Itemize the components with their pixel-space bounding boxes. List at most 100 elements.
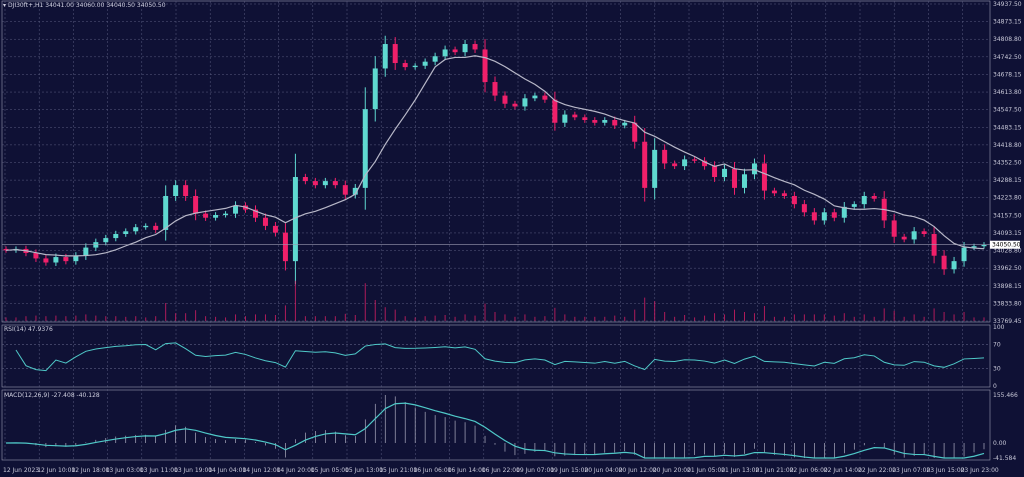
bear-candle [781,193,787,197]
bear-candle [312,181,318,186]
bull-candle [951,261,957,270]
bear-candle [642,141,648,188]
x-tick-label: 20 Jun 20:00 [653,467,691,474]
bear-candle [612,120,618,126]
bull-candle [432,56,438,62]
bull-candle [981,244,987,247]
time-axis [0,461,1024,477]
x-tick-label: 12 Jun 18:00 [71,467,109,474]
x-tick-label: 23 Jun 23:00 [961,467,999,474]
bear-candle [921,231,927,235]
x-tick-label: 19 Jun 15:00 [550,467,588,474]
bull-candle [292,177,298,262]
bear-candle [712,166,718,178]
x-tick-label: 13 Jun 11:00 [140,467,178,474]
bear-candle [63,257,69,262]
bull-candle [113,234,119,239]
bull-candle [103,238,109,243]
ohlc-readout: 34041.00 34060.00 34040.50 34050.50 [45,2,166,9]
y-tick-label: 34742.50 [993,54,1022,61]
x-tick-label: 21 Jun 05:00 [687,467,725,474]
bull-candle [861,196,867,205]
bull-candle [971,246,977,248]
bear-candle [282,232,288,262]
x-tick-label: 16 Jun 22:00 [482,467,520,474]
y-tick-label: 34288.15 [993,177,1022,184]
bear-candle [183,185,189,197]
main-panel [1,0,991,323]
bull-candle [223,213,229,216]
bear-candle [153,225,159,230]
bull-candle [352,187,358,195]
bear-candle [791,196,797,205]
macd-level-label: 0.00 [993,440,1007,447]
chart-header: ▾ DJI30ft+,H1 34041.00 34060.00 34040.50… [3,2,166,9]
bull-candle [372,68,378,110]
bear-candle [332,181,338,186]
x-tick-label: 22 Jun 14:00 [824,467,862,474]
bull-candle [652,149,658,188]
bear-candle [482,49,488,83]
bear-candle [392,44,398,64]
bear-candle [632,122,638,142]
bear-candle [901,236,907,240]
current-price-label: 34050.50 [992,242,1021,249]
bull-candle [362,109,368,188]
x-tick-label: 22 Jun 06:00 [790,467,828,474]
x-tick-label: 20 Jun 12:00 [619,467,657,474]
bear-candle [732,168,738,188]
y-tick-label: 33962.50 [993,265,1022,272]
bull-candle [622,122,628,126]
bull-candle [751,163,757,175]
bull-candle [462,44,468,53]
bear-candle [891,220,897,237]
x-tick-label: 23 Jun 15:00 [926,467,964,474]
bull-candle [123,231,129,235]
bear-candle [572,114,578,118]
bull-candle [841,206,847,218]
bull-candle [422,61,428,66]
bear-candle [342,185,348,195]
x-tick-label: 15 Jun 13:00 [345,467,383,474]
macd-level-label: -41.584 [993,455,1016,462]
bull-candle [961,247,967,262]
bull-candle [322,181,328,186]
bear-candle [582,117,588,121]
x-tick-label: 16 Jun 14:00 [448,467,486,474]
bear-candle [402,63,408,68]
bull-candle [562,114,568,123]
x-tick-label: 12 Jun 2023 [3,467,39,474]
bull-candle [233,205,239,214]
bear-candle [452,49,458,53]
x-tick-label: 15 Jun 21:00 [379,467,417,474]
macd-signal-line [5,402,985,459]
bull-candle [911,231,917,240]
bear-candle [542,95,548,100]
bear-candle [3,248,9,251]
bull-candle [53,257,59,263]
bull-candle [73,255,79,262]
bull-candle [682,159,688,167]
bear-candle [552,99,558,123]
bear-candle [43,258,49,263]
y-tick-label: 34157.50 [993,212,1022,219]
x-tick-label: 13 Jun 19:00 [174,467,212,474]
y-tick-label: 34223.80 [993,195,1022,202]
y-tick-label: 33833.80 [993,300,1022,307]
rsi-line [15,342,985,372]
collapse-arrow-icon[interactable]: ▾ [3,2,7,9]
moving-average-line [5,55,985,257]
x-tick-label: 22 Jun 22:00 [858,467,896,474]
bear-candle [272,225,278,233]
bear-candle [252,209,258,218]
x-tick-label: 23 Jun 07:00 [892,467,930,474]
bull-candle [173,185,179,197]
rsi-level-label: 100 [993,324,1005,331]
bear-candle [592,120,598,123]
bull-candle [722,168,728,178]
y-tick-label: 34483.15 [993,124,1022,131]
y-tick-label: 34093.15 [993,230,1022,237]
bull-candle [412,65,418,68]
macd-level-label: 155.466 [993,392,1018,399]
bull-candle [522,98,528,107]
